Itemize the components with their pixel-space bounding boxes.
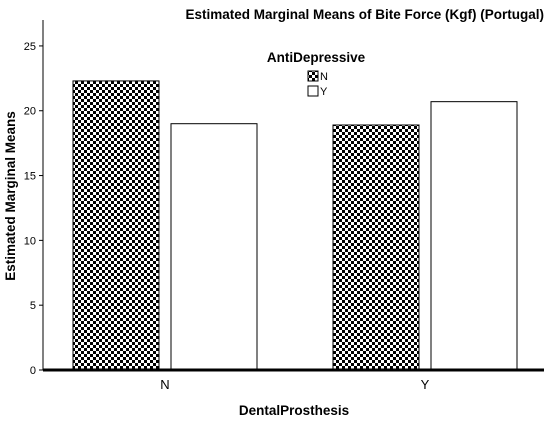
legend: AntiDepressive NY xyxy=(267,50,366,98)
bars xyxy=(72,80,518,371)
legend-title: AntiDepressive xyxy=(267,50,366,65)
bar-y-n xyxy=(332,124,420,371)
y-tick-label: 10 xyxy=(24,235,36,247)
legend-swatch-y xyxy=(307,85,319,97)
x-tick-label: Y xyxy=(421,377,430,392)
chart-title: Estimated Marginal Means of Bite Force (… xyxy=(185,7,544,22)
bar-y-y xyxy=(430,101,518,371)
y-tick-label: 0 xyxy=(30,365,36,377)
legend-items: NY xyxy=(307,70,328,98)
bar-n-y xyxy=(170,123,258,371)
legend-label: Y xyxy=(320,86,328,98)
y-axis-ticks: 0 5 10 15 20 25 xyxy=(24,41,43,377)
x-axis-title: DentalProsthesis xyxy=(239,403,349,418)
y-axis-title: Estimated Marginal Means xyxy=(3,111,18,281)
y-tick-label: 20 xyxy=(24,106,36,118)
legend-label: N xyxy=(320,71,328,83)
legend-swatch-n xyxy=(307,70,319,82)
y-tick-label: 5 xyxy=(30,300,36,312)
y-tick-label: 15 xyxy=(24,171,36,183)
bar-n-n xyxy=(72,80,160,371)
y-tick-label: 25 xyxy=(24,41,36,53)
x-tick-label: N xyxy=(160,377,169,392)
